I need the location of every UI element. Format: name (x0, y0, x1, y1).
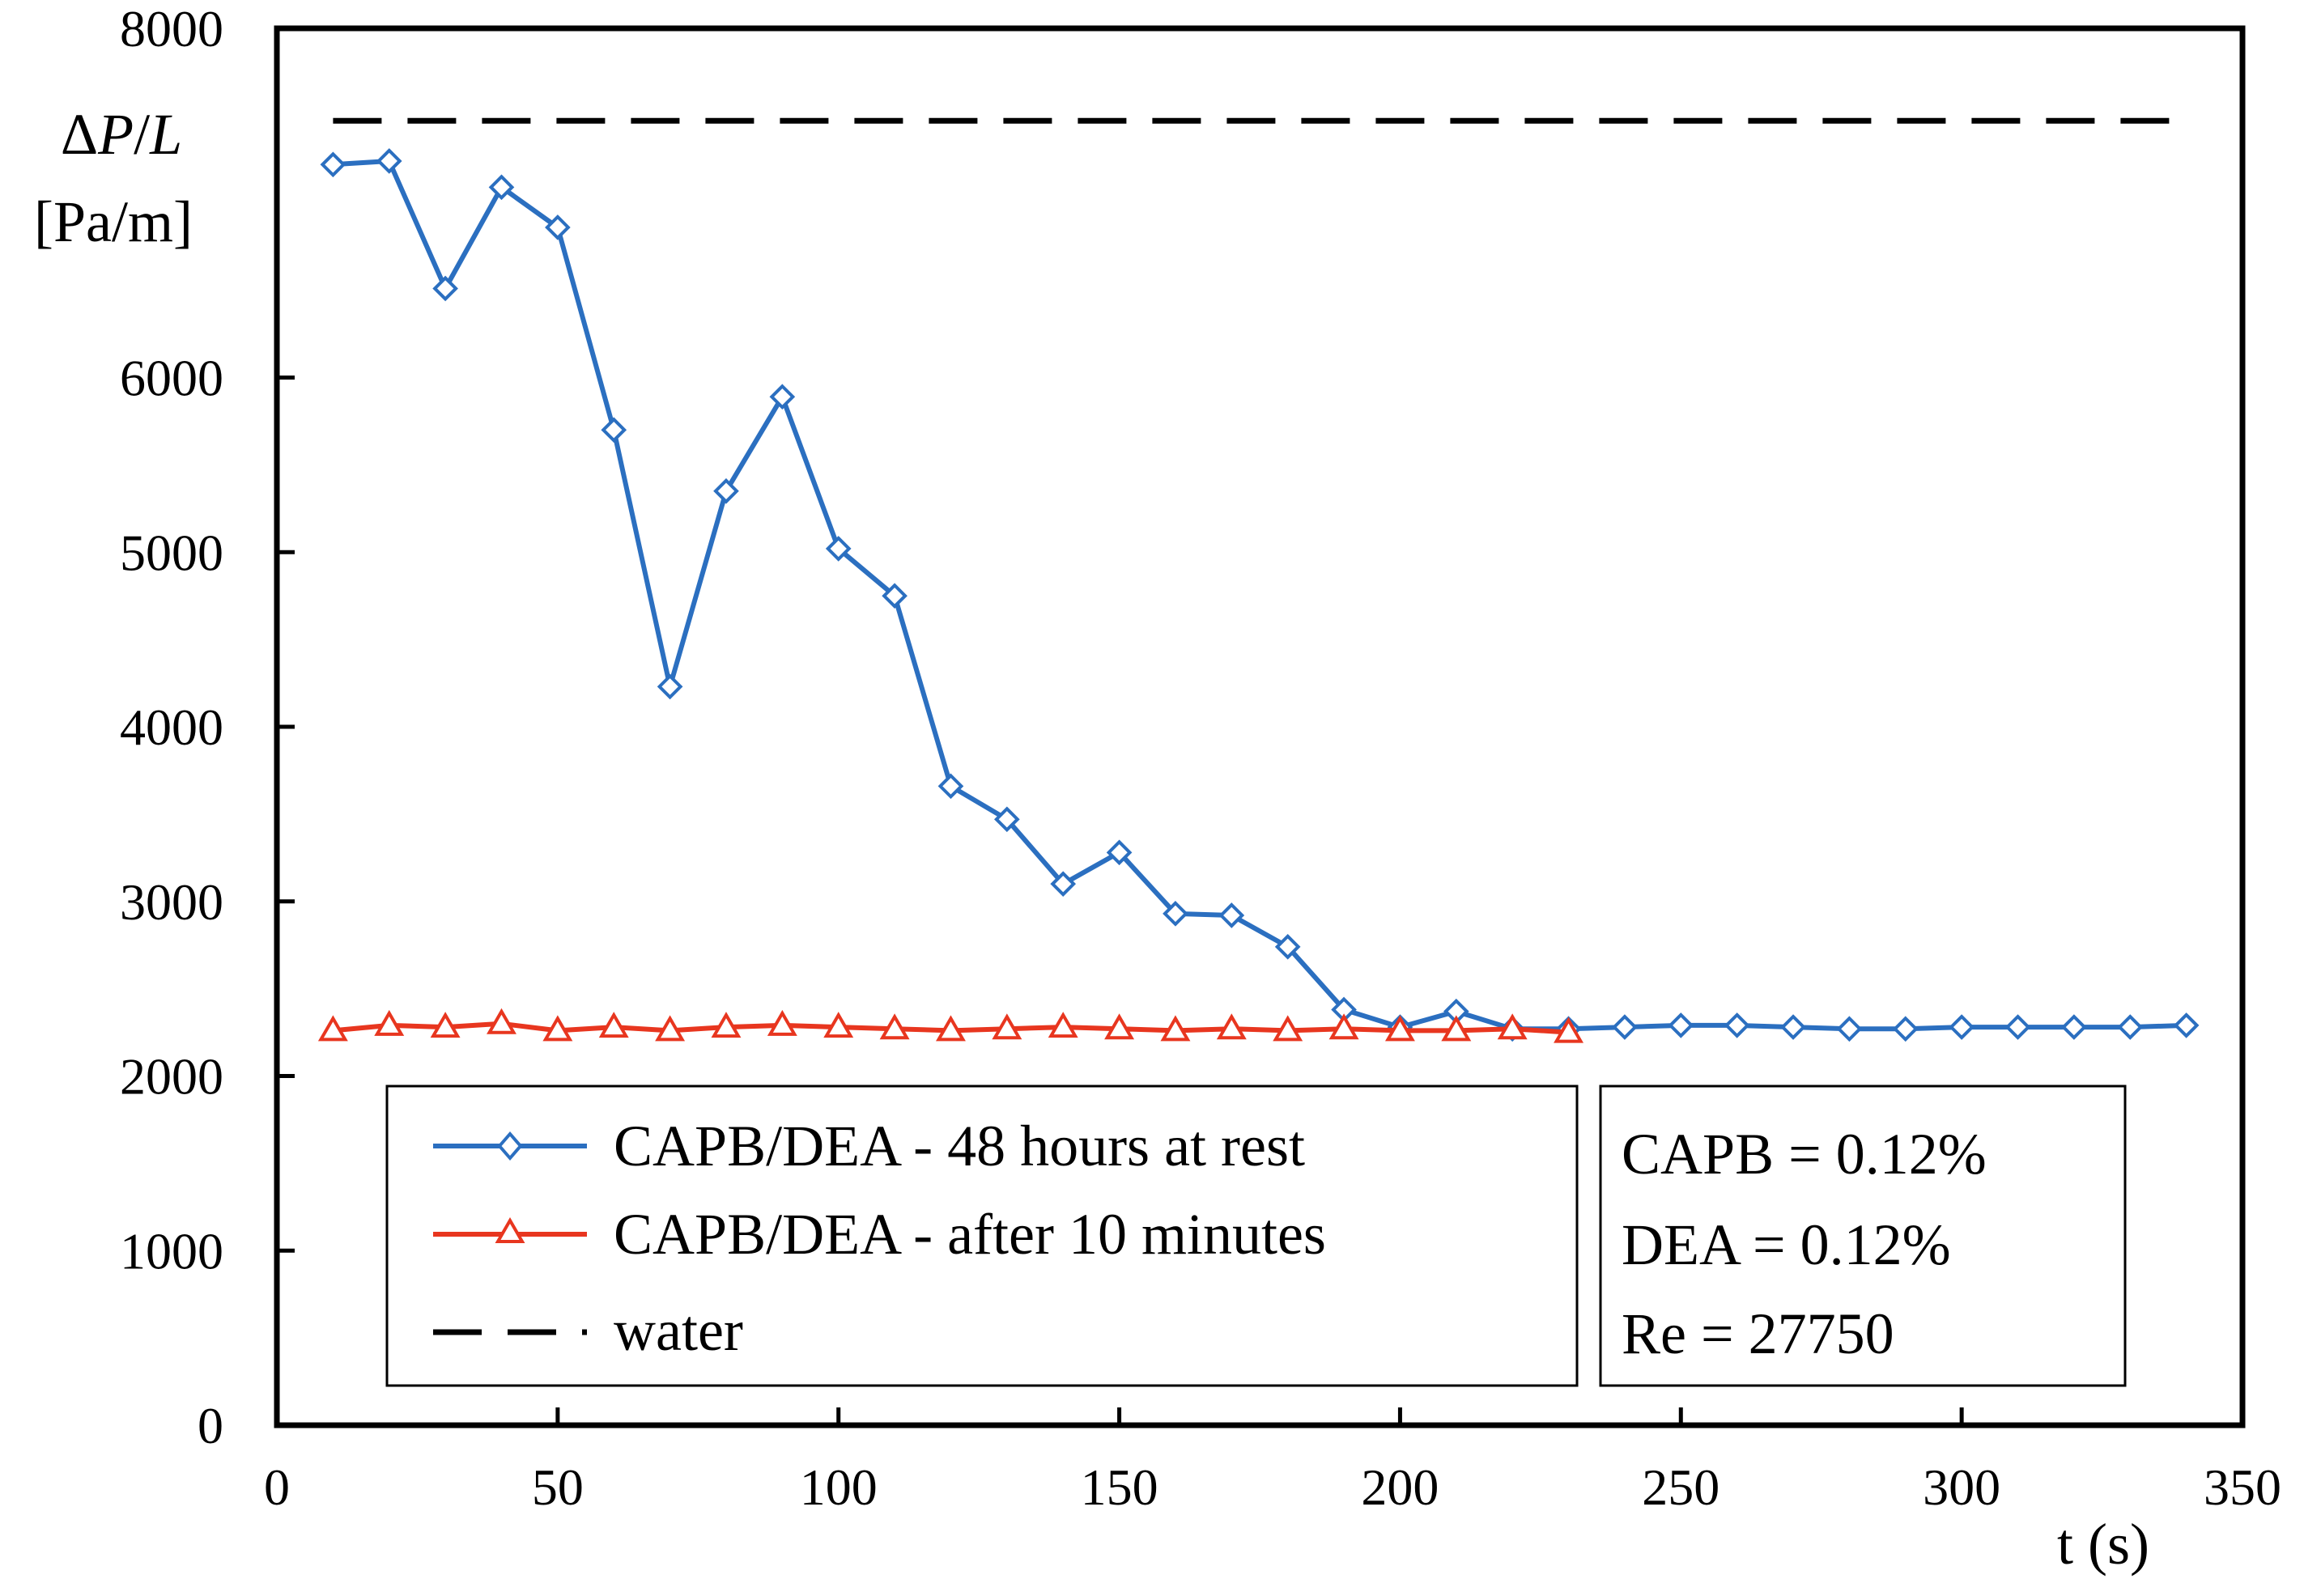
data-point-diamond (994, 806, 1020, 833)
data-point-diamond (1218, 902, 1245, 928)
data-point-diamond (882, 583, 908, 609)
y-tick-label: 4000 (120, 698, 223, 756)
data-point-triangle (430, 1012, 461, 1038)
x-tick-label: 200 (1361, 1458, 1439, 1516)
data-point-diamond (2004, 1014, 2031, 1040)
x-tick-label: 300 (1923, 1458, 2000, 1516)
y-tick-label: 6000 (120, 350, 223, 407)
data-point-diamond (432, 275, 458, 302)
data-point-diamond (825, 536, 852, 562)
data-point-diamond (601, 417, 627, 444)
data-point-triangle (992, 1013, 1022, 1040)
data-point-diamond (1050, 871, 1077, 898)
x-tick-label: 250 (1642, 1458, 1719, 1516)
data-point-triangle (374, 1009, 405, 1036)
data-point-triangle (542, 1015, 573, 1042)
x-axis-title: t (s) (2057, 1512, 2149, 1577)
legend: CAPB/DEA - 48 hours at rest CAPB/DEA - a… (385, 1085, 1579, 1387)
x-tick-label: 350 (2204, 1458, 2281, 1516)
conditions-annotation: CAPB = 0.12% DEA = 0.12% Re = 27750 (1599, 1085, 2127, 1387)
data-point-diamond (1836, 1016, 1863, 1042)
data-point-diamond (488, 174, 515, 201)
annotation-re: Re = 27750 (1622, 1301, 1894, 1366)
data-point-triangle (1273, 1015, 1303, 1042)
data-point-diamond (1949, 1014, 1975, 1040)
y-axis: 0 1000 2000 3000 4000 5000 6000 8000 (120, 0, 295, 1454)
data-point-triangle (1216, 1013, 1247, 1040)
legend-marker-triangle (495, 1216, 525, 1243)
data-point-diamond (320, 151, 346, 178)
data-point-diamond (376, 148, 402, 174)
data-point-triangle (1048, 1012, 1078, 1038)
data-point-diamond (2117, 1014, 2144, 1040)
data-point-diamond (1274, 934, 1301, 960)
annotation-capb: CAPB = 0.12% (1622, 1122, 1987, 1186)
series-line-0 (333, 159, 2187, 1032)
data-point-triangle (879, 1013, 910, 1040)
data-point-triangle (1554, 1017, 1584, 1043)
legend-label-10min: CAPB/DEA - after 10 minutes (614, 1202, 1326, 1267)
data-point-triangle (655, 1015, 686, 1042)
data-point-triangle (317, 1015, 348, 1042)
legend-label-water: water (614, 1298, 743, 1363)
data-point-diamond (1163, 901, 1188, 927)
annotation-box (1599, 1085, 2127, 1387)
data-point-diamond (657, 673, 683, 700)
data-point-diamond (1892, 1016, 1919, 1042)
x-tick-label: 50 (532, 1458, 584, 1516)
x-tick-label: 0 (264, 1458, 290, 1516)
data-point-diamond (937, 773, 964, 800)
annotation-dea: DEA = 0.12% (1622, 1212, 1951, 1277)
legend-marker-diamond (497, 1131, 523, 1161)
data-point-diamond (1668, 1012, 1694, 1038)
data-point-triangle (711, 1012, 742, 1038)
x-tick-label: 150 (1081, 1458, 1158, 1516)
data-point-diamond (1724, 1012, 1750, 1038)
legend-entry-water: water (433, 1298, 743, 1363)
data-point-triangle (1160, 1015, 1191, 1042)
y-tick-label: 5000 (120, 524, 223, 581)
data-point-triangle (935, 1015, 966, 1042)
data-point-diamond (1780, 1014, 1806, 1040)
y-tick-label: 0 (198, 1397, 223, 1454)
data-point-triangle (1384, 1015, 1415, 1042)
data-point-diamond (769, 384, 796, 410)
data-point-triangle (1497, 1013, 1528, 1040)
y-tick-label: 2000 (120, 1048, 223, 1106)
legend-label-48h: CAPB/DEA - 48 hours at rest (614, 1114, 1305, 1178)
x-axis: 0 50 100 150 200 250 300 350 (264, 1407, 2281, 1516)
data-point-triangle (487, 1008, 516, 1034)
data-point-triangle (1441, 1015, 1472, 1042)
data-point-diamond (545, 214, 571, 240)
data-point-triangle (598, 1012, 629, 1038)
series-layer (317, 117, 2200, 1043)
data-point-diamond (2061, 1014, 2087, 1040)
y-tick-label: 3000 (120, 873, 223, 931)
data-point-triangle (823, 1012, 854, 1038)
legend-entry-10min: CAPB/DEA - after 10 minutes (433, 1202, 1326, 1267)
data-point-triangle (1104, 1013, 1135, 1040)
data-point-diamond (2173, 1012, 2200, 1038)
y-axis-title-line1: ΔP/L (61, 102, 182, 167)
data-point-triangle (1328, 1013, 1359, 1040)
data-point-diamond (713, 478, 739, 504)
data-point-triangle (767, 1009, 797, 1036)
data-point-diamond (1106, 839, 1133, 866)
data-point-diamond (1612, 1014, 1638, 1040)
x-tick-label: 100 (800, 1458, 878, 1516)
y-tick-label: 1000 (120, 1222, 223, 1280)
legend-entry-48h: CAPB/DEA - 48 hours at rest (433, 1114, 1305, 1178)
y-axis-title-line2: [Pa/m] (34, 189, 193, 254)
y-tick-label: 8000 (120, 0, 223, 57)
